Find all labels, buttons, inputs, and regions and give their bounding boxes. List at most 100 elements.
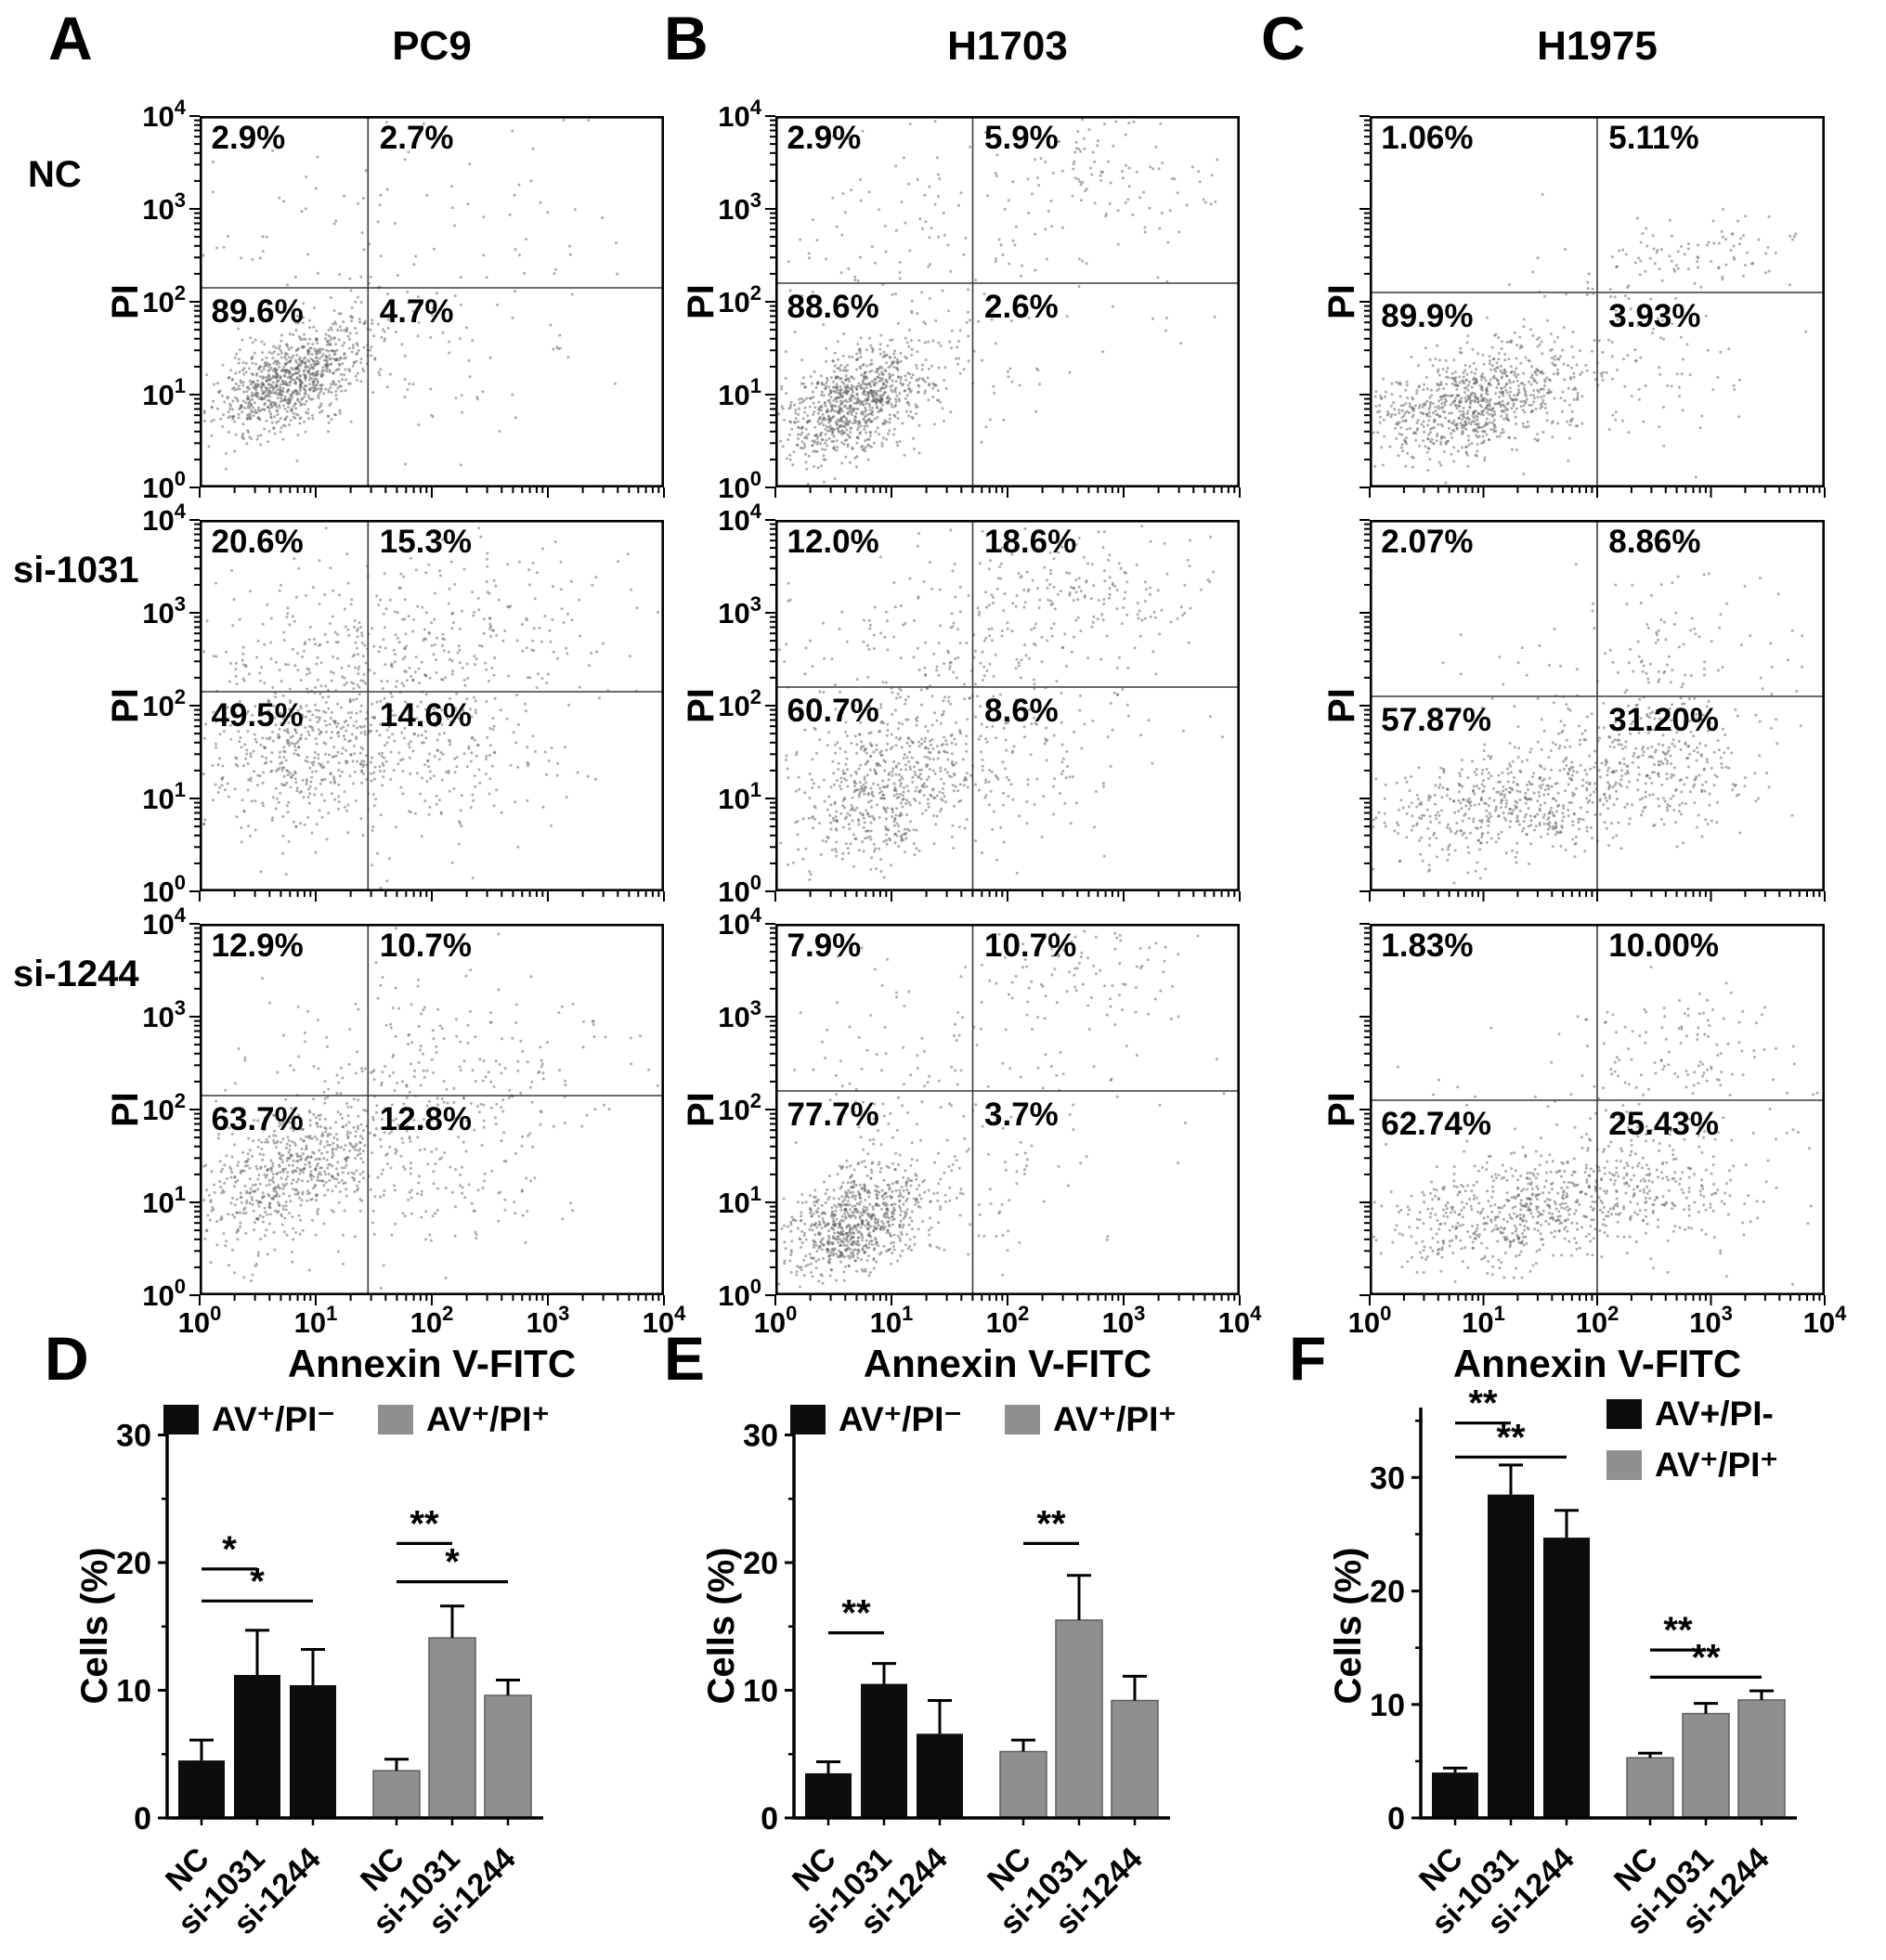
x-axis-title-annexin-h1975: Annexin V-FITC — [1452, 1342, 1742, 1385]
quadrant-percent-upper-right: 15.3% — [379, 524, 472, 560]
quadrant-percent-upper-left: 20.6% — [211, 524, 304, 560]
bar-y-axis-title: Cells (%) — [1328, 1547, 1369, 1705]
quadrant-percent-lower-left: 77.7% — [787, 1097, 879, 1133]
quadrant-percent-upper-left: 12.0% — [787, 524, 879, 560]
legend-label-av-pos-pi-pos: AV⁺/PI⁺ — [1655, 1446, 1778, 1484]
legend-swatch-black — [1606, 1398, 1642, 1429]
quadrant-percent-upper-left: 1.83% — [1381, 928, 1474, 964]
legend-item-av-pos-pi-neg: AV+/PI- — [1606, 1396, 1778, 1431]
cell-line-title-h1703: H1703 — [947, 23, 1068, 69]
svg-text:102: 102 — [142, 281, 186, 318]
flow-plot-pc9-si1244: 100 101 102 103 104 100 101 102 103 104 12.9% 10.… — [105, 903, 686, 1339]
legend-swatch-black — [790, 1404, 826, 1434]
quadrant-percent-upper-right: 2.7% — [379, 120, 454, 156]
quadrant-percent-upper-right: 8.86% — [1608, 524, 1701, 560]
x-axis-title-annexin-pc9: Annexin V-FITC — [287, 1342, 577, 1385]
bar-y-axis-title: Cells (%) — [701, 1547, 742, 1705]
quadrant-percent-lower-right: 12.8% — [379, 1101, 472, 1137]
quadrant-percent-lower-left: 88.6% — [787, 289, 879, 325]
quadrant-percent-lower-right: 3.93% — [1608, 298, 1701, 334]
quadrant-percent-lower-left: 89.9% — [1381, 298, 1474, 334]
quadrant-percent-lower-right: 2.6% — [984, 289, 1059, 325]
svg-text:103: 103 — [142, 188, 186, 226]
panel-letter-f: F — [1289, 1324, 1327, 1393]
y-axis-title-pi: PI — [681, 284, 722, 319]
legend-label-av-pos-pi-neg: AV⁺/PI⁻ — [212, 1400, 335, 1438]
x-axis-title-annexin-h1703: Annexin V-FITC — [863, 1342, 1152, 1385]
svg-text:103: 103 — [527, 1302, 570, 1339]
legend-swatch-black — [163, 1404, 199, 1434]
legend-item-av-pos-pi-neg: AV⁺/PI⁻ — [790, 1402, 962, 1436]
svg-text:104: 104 — [718, 96, 761, 133]
quadrant-percent-upper-left: 1.06% — [1381, 120, 1474, 156]
flow-plot-pc9-nc-canvas: 100 101 102 103 104 — [142, 96, 665, 504]
legend: AV+/PI- AV⁺/PI⁺ — [1606, 1396, 1778, 1482]
svg-text:104: 104 — [142, 96, 186, 133]
flow-plot-pc9-si1031-canvas: 100 101 102 103 104 — [142, 500, 665, 908]
flow-plot-h1975-si1244-canvas: 100 101 102 103 104 — [1348, 923, 1847, 1339]
quadrant-percent-upper-left: 7.9% — [787, 928, 862, 964]
quadrant-percent-upper-right: 10.7% — [379, 928, 472, 964]
legend-label-av-pos-pi-neg: AV+/PI- — [1655, 1395, 1774, 1433]
legend-swatch-gray — [377, 1404, 413, 1434]
bar-chart-h1703: NC si-1031 si-1244 NC si-1031 si-1244 0 10 20 30 *… — [701, 1391, 1177, 1960]
bar-y-axis-title: Cells (%) — [74, 1547, 115, 1705]
condition-label-si-1244: si-1244 — [13, 954, 139, 994]
quadrant-percent-upper-left: 2.9% — [211, 120, 286, 156]
quadrant-percent-lower-left: 49.5% — [211, 697, 304, 733]
quadrant-percent-lower-left: 57.87% — [1381, 702, 1491, 738]
svg-text:102: 102 — [718, 281, 761, 318]
legend-label-av-pos-pi-neg: AV⁺/PI⁻ — [839, 1400, 962, 1438]
quadrant-percent-lower-right: 25.43% — [1608, 1106, 1719, 1142]
quadrant-percent-lower-right: 31.20% — [1608, 702, 1719, 738]
flow-plot-h1703-nc-canvas: 100 101 102 103 104 — [718, 96, 1241, 504]
quadrant-percent-lower-right: 3.7% — [984, 1097, 1059, 1133]
panel-letter-b: B — [664, 4, 709, 72]
svg-text:100: 100 — [718, 467, 761, 504]
bar-chart-pc9: NC si-1031 si-1244 NC si-1031 si-1244 0 10 20 30 *… — [74, 1391, 550, 1960]
svg-text:101: 101 — [142, 1182, 186, 1219]
legend-item-av-pos-pi-neg: AV⁺/PI⁻ — [163, 1402, 335, 1436]
quadrant-percent-upper-right: 18.6% — [984, 524, 1077, 560]
flow-plot-h1703-si1031: 100 101 102 103 104 12.0% 18.6% 60.7% 8.6% P… — [681, 500, 1241, 908]
flow-plot-h1975-si1244: 100 101 102 103 104 1.83% 10.00% 62.74% 25.4… — [1321, 923, 1847, 1339]
y-axis-title-pi: PI — [681, 688, 722, 723]
legend-swatch-gray — [1606, 1449, 1642, 1480]
flow-plot-h1703-si1244: 100 101 102 103 104 100 101 102 103 104 7.9% 10.7… — [681, 903, 1262, 1339]
y-axis-title-pi: PI — [105, 284, 146, 319]
legend-item-av-pos-pi-pos: AV⁺/PI⁺ — [377, 1400, 550, 1438]
quadrant-percent-lower-left: 63.7% — [211, 1101, 304, 1137]
cell-line-title-h1975: H1975 — [1537, 23, 1658, 69]
condition-label-nc: NC — [28, 154, 82, 195]
legend-label-av-pos-pi-pos: AV⁺/PI⁺ — [1052, 1400, 1177, 1438]
svg-text:100: 100 — [142, 871, 186, 908]
legend: AV⁺/PI⁻ AV⁺/PI⁺ — [790, 1402, 1177, 1436]
flow-plot-pc9-nc: 100 101 102 103 104 2.9% 2.7% 89.6% 4.7% PI — [105, 96, 665, 504]
flow-plot-h1975-nc: 1.06% 5.11% 89.9% 3.93% PI — [1321, 115, 1826, 498]
quadrant-percent-lower-left: 62.74% — [1381, 1106, 1491, 1142]
flow-plot-h1703-nc: 100 101 102 103 104 2.9% 5.9% 88.6% 2.6% PI — [681, 96, 1241, 504]
legend-swatch-gray — [1004, 1404, 1040, 1434]
svg-text:102: 102 — [142, 1089, 186, 1126]
panel-letter-e: E — [664, 1324, 706, 1393]
svg-text:100: 100 — [178, 1302, 222, 1339]
quadrant-percent-upper-left: 2.9% — [787, 120, 862, 156]
y-axis-title-pi: PI — [105, 688, 146, 723]
y-axis-title-pi: PI — [1321, 1092, 1362, 1127]
svg-text:104: 104 — [142, 903, 186, 941]
quadrant-percent-lower-right: 4.7% — [379, 293, 454, 330]
y-axis-title-pi: PI — [681, 1092, 722, 1127]
quadrant-percent-upper-right: 10.7% — [984, 928, 1077, 964]
panel-letter-a: A — [48, 4, 93, 72]
legend-label-av-pos-pi-pos: AV⁺/PI⁺ — [425, 1400, 550, 1438]
legend-item-av-pos-pi-pos: AV⁺/PI⁺ — [1004, 1400, 1177, 1438]
quadrant-percent-lower-left: 60.7% — [787, 693, 879, 729]
svg-text:103: 103 — [718, 188, 761, 226]
svg-text:102: 102 — [142, 685, 186, 722]
y-axis-title-pi: PI — [1321, 284, 1362, 319]
